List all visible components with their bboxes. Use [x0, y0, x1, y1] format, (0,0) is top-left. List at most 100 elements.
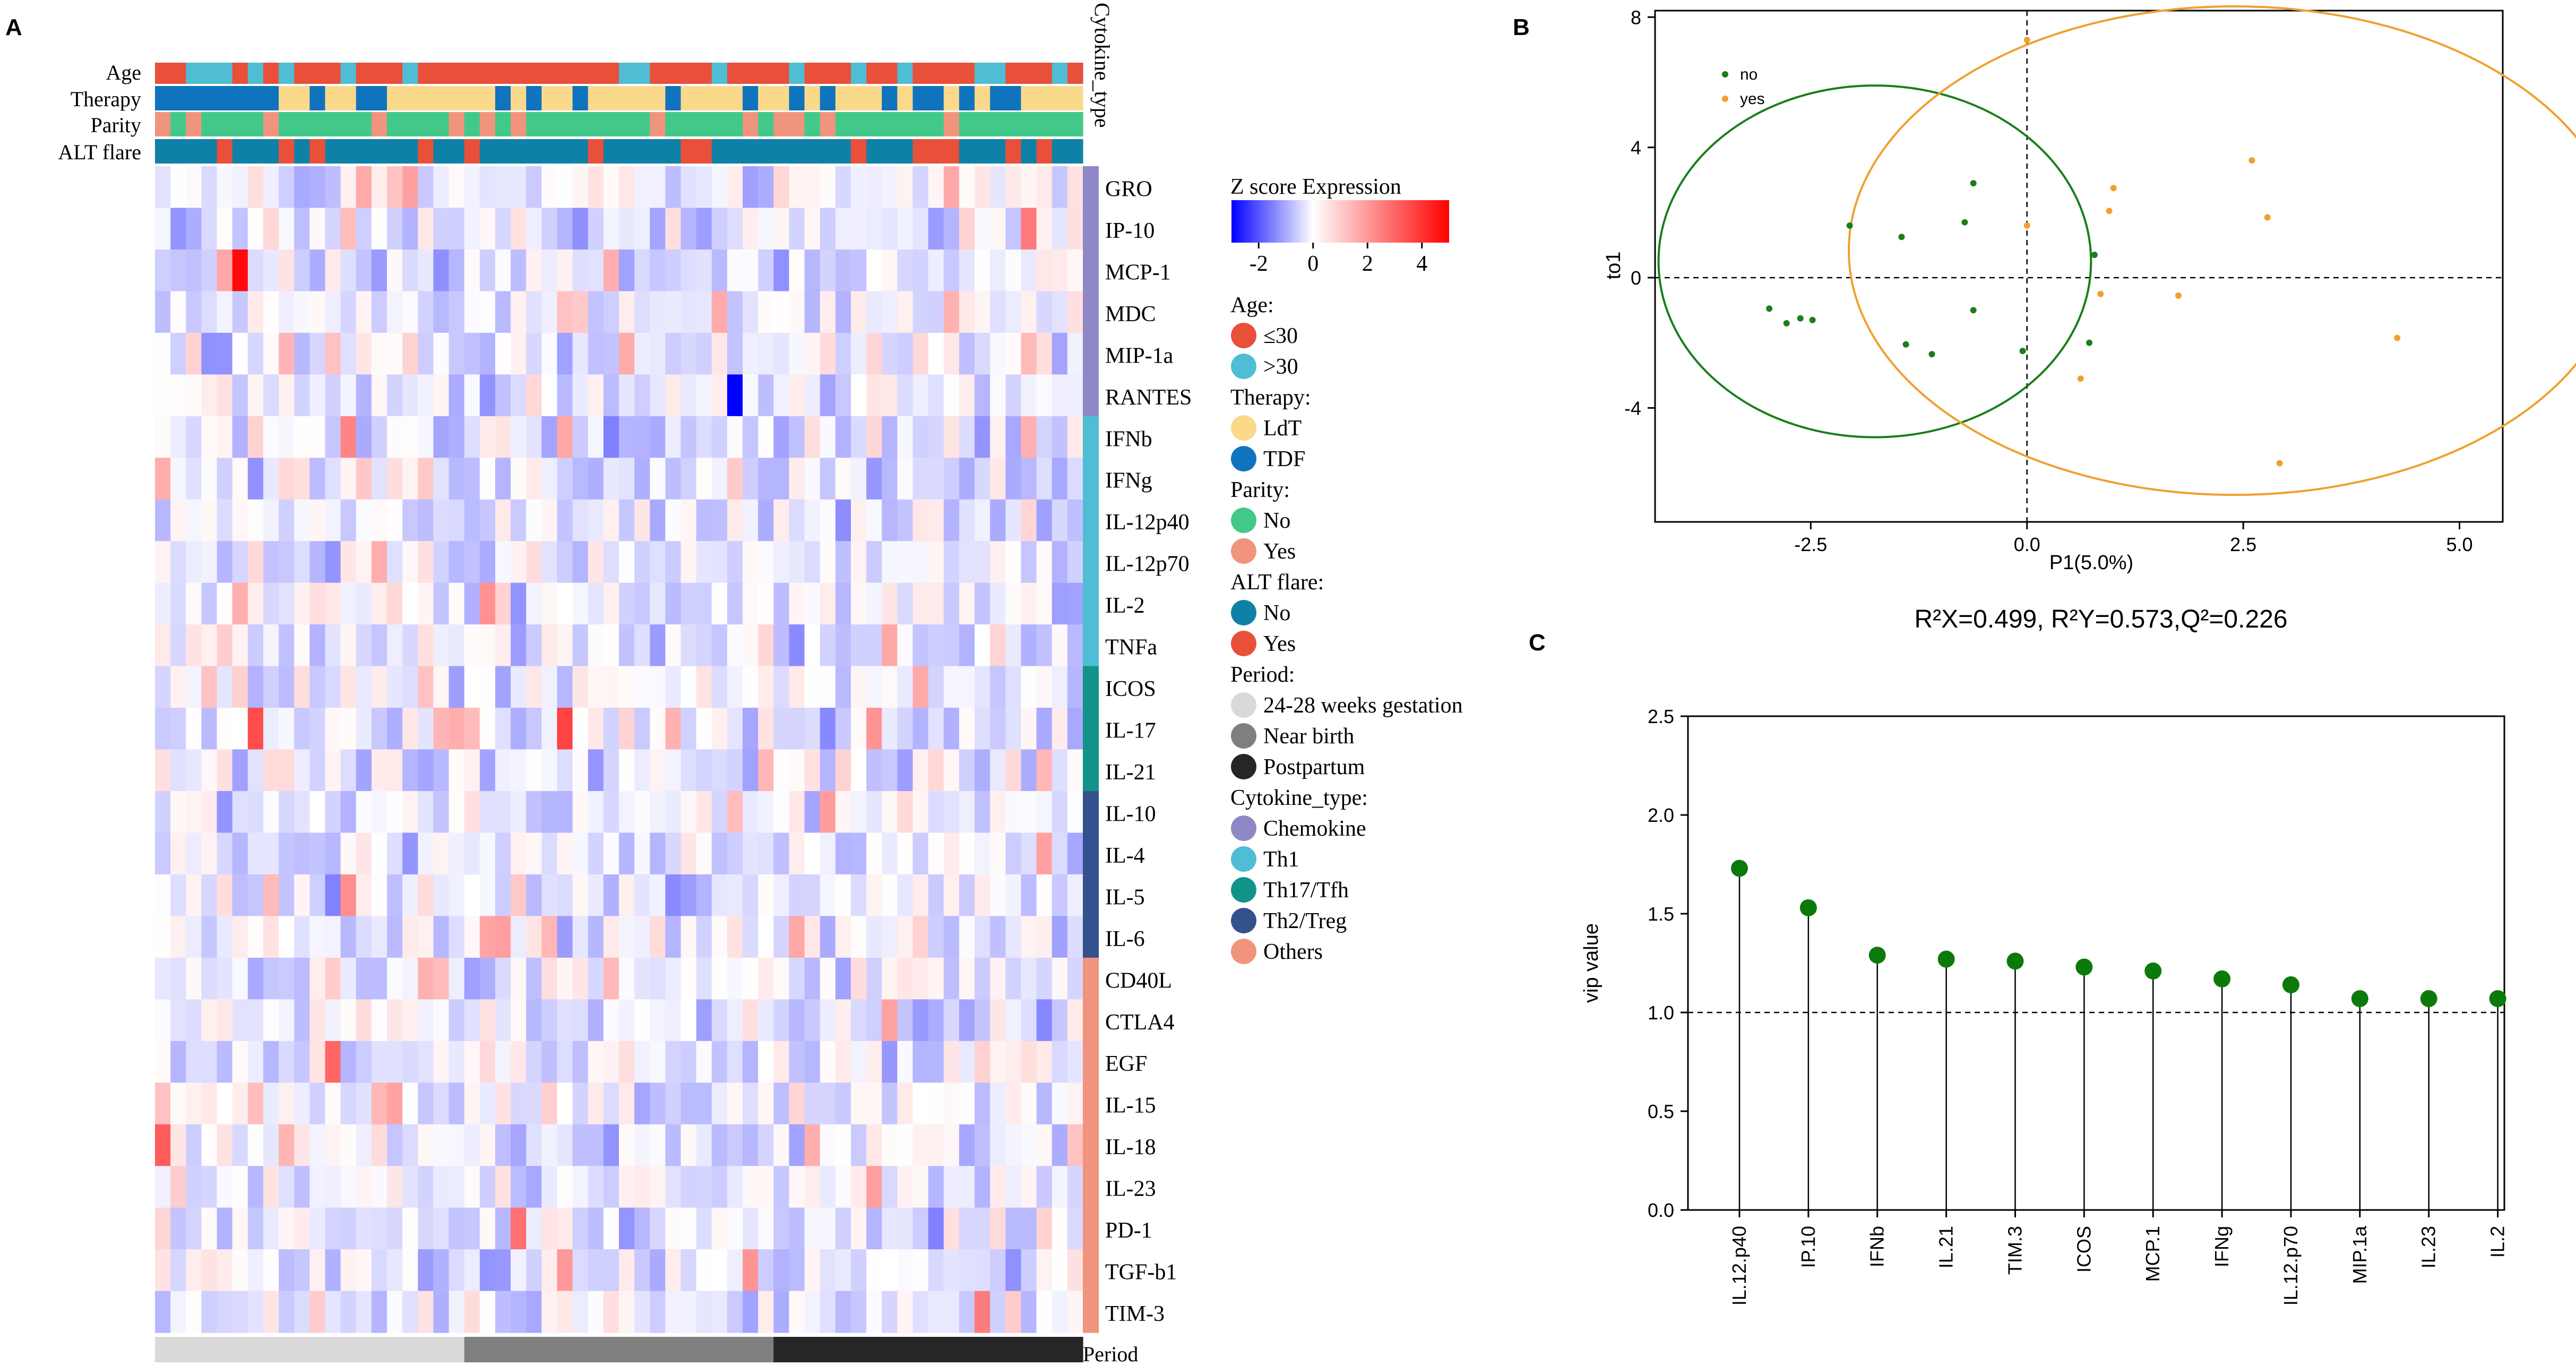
heatmap-cell-ctla4: [325, 999, 341, 1042]
lollipop-point-il-2: [2489, 990, 2506, 1007]
heatmap-cell-tim-3: [928, 1291, 944, 1333]
heatmap-cell-mcp-1: [773, 249, 790, 291]
lollipop-point-icos: [2075, 958, 2093, 976]
heatmap-cell-ip-10: [665, 208, 682, 250]
heatmap-cell-il-17: [835, 708, 851, 750]
heatmap-cell-mcp-1: [294, 249, 310, 291]
heatmap-cell-tgf-b1: [804, 1249, 821, 1292]
lollipop-point-il-12-p40: [1731, 860, 1748, 877]
heatmap-cell-pd-1: [541, 1207, 558, 1250]
heatmap-cell-il-18: [325, 1124, 341, 1166]
scatter-x-tick-label: 5.0: [2446, 534, 2472, 555]
heatmap-cell-il-5: [387, 874, 403, 916]
heatmap-cell-il-12p70: [418, 541, 434, 583]
heatmap-cell-il-23: [588, 1166, 604, 1208]
heatmap-cell-il-6: [309, 916, 326, 958]
heatmap-cell-tnfa: [851, 624, 867, 667]
heatmap-cell-rantes: [851, 374, 867, 417]
scatter-y-tick-label: 0: [1631, 267, 1641, 289]
cytokine-type-cell-chemokine: [1083, 166, 1099, 209]
heatmap-cell-il-21: [170, 749, 186, 792]
heatmap-cell-mdc: [263, 291, 279, 333]
heatmap-cell-il-10: [619, 791, 635, 834]
heatmap-cell-il-21: [541, 749, 558, 792]
track-cell-therapy: [959, 86, 975, 110]
period-segment-24-28-weeks-gestation: [155, 1337, 465, 1362]
heatmap-cell-mcp-1: [603, 249, 619, 291]
row-label-ifnb: IFNb: [1105, 427, 1152, 451]
heatmap-cell-ifnb: [603, 416, 619, 458]
heatmap-cell-mcp-1: [882, 249, 898, 291]
heatmap-cell-il-5: [526, 874, 542, 916]
track-cell-alt-flare: [696, 139, 712, 164]
heatmap-cell-egf: [804, 1041, 821, 1083]
heatmap-cell-il-21: [680, 749, 697, 792]
heatmap-cell-il-2: [479, 582, 496, 625]
heatmap-cell-ifng: [511, 458, 527, 500]
legend-item-postpartum: Postpartum: [1263, 755, 1365, 779]
heatmap-cell-ctla4: [279, 999, 295, 1042]
heatmap-cell-egf: [603, 1041, 619, 1083]
track-cell-therapy: [789, 86, 805, 110]
heatmap-cell-il-23: [727, 1166, 743, 1208]
heatmap-cell-il-17: [294, 708, 310, 750]
heatmap-cell-il-18: [928, 1124, 944, 1166]
row-label-il-17: IL-17: [1105, 719, 1156, 743]
heatmap-cell-ip-10: [356, 208, 372, 250]
heatmap-cell-tgf-b1: [247, 1249, 264, 1292]
heatmap-cell-il-10: [743, 791, 759, 834]
heatmap-cell-mcp-1: [232, 249, 248, 291]
heatmap-cell-il-15: [897, 1083, 914, 1125]
heatmap-cell-mip-1a: [526, 332, 542, 375]
cytokine-type-cell-chemokine: [1083, 291, 1099, 333]
lollipop-point-mip-1a: [2351, 990, 2368, 1007]
heatmap-cell-il-12p70: [572, 541, 589, 583]
heatmap-cell-tim-3: [511, 1291, 527, 1333]
heatmap-cell-icos: [325, 666, 341, 708]
heatmap-cell-mip-1a: [340, 332, 357, 375]
heatmap-cell-il-4: [155, 832, 171, 875]
heatmap-cell-il-10: [217, 791, 233, 834]
track-cell-age: [820, 63, 836, 84]
heatmap-cell-mcp-1: [1036, 249, 1053, 291]
heatmap-cell-ctla4: [959, 999, 975, 1042]
track-cell-parity: [170, 112, 186, 136]
heatmap-cell-il-5: [588, 874, 604, 916]
heatmap-cell-il-23: [418, 1166, 434, 1208]
heatmap-cell-tnfa: [975, 624, 990, 667]
heatmap-cell-ifnb: [882, 416, 898, 458]
heatmap-cell-il-15: [866, 1083, 882, 1125]
heatmap-cell-tgf-b1: [851, 1249, 867, 1292]
heatmap-cell-pd-1: [371, 1207, 387, 1250]
heatmap-cell-mip-1a: [758, 332, 774, 375]
heatmap-cell-ip-10: [711, 208, 728, 250]
heatmap-cell-ctla4: [1052, 999, 1068, 1042]
heatmap-cell-mip-1a: [851, 332, 867, 375]
heatmap-cell-ifng: [572, 458, 589, 500]
heatmap-cell-il-18: [402, 1124, 418, 1166]
heatmap-cell-tgf-b1: [773, 1249, 790, 1292]
heatmap-cell-icos: [882, 666, 898, 708]
heatmap-cell-ifnb: [402, 416, 418, 458]
heatmap-cell-mdc: [897, 291, 914, 333]
heatmap-cell-tim-3: [371, 1291, 387, 1333]
heatmap-cell-tgf-b1: [155, 1249, 171, 1292]
heatmap-cell-il-15: [665, 1083, 682, 1125]
heatmap-cell-ifng: [433, 458, 450, 500]
heatmap-cell-mdc: [325, 291, 341, 333]
heatmap-cell-il-5: [294, 874, 310, 916]
heatmap-cell-il-17: [247, 708, 264, 750]
heatmap-cell-il-17: [975, 708, 990, 750]
heatmap-cell-ifng: [820, 458, 836, 500]
track-cell-age: [603, 63, 619, 84]
heatmap-cell-tim-3: [603, 1291, 619, 1333]
heatmap-cell-rantes: [773, 374, 790, 417]
heatmap-cell-egf: [758, 1041, 774, 1083]
heatmap-cell-il-5: [1052, 874, 1068, 916]
heatmap-cell-il-21: [511, 749, 527, 792]
heatmap-cell-il-12p70: [959, 541, 975, 583]
heatmap-cell-il-12p40: [743, 499, 759, 542]
heatmap-cell-ifng: [526, 458, 542, 500]
heatmap-cell-ifnb: [634, 416, 650, 458]
heatmap-cell-tim-3: [155, 1291, 171, 1333]
